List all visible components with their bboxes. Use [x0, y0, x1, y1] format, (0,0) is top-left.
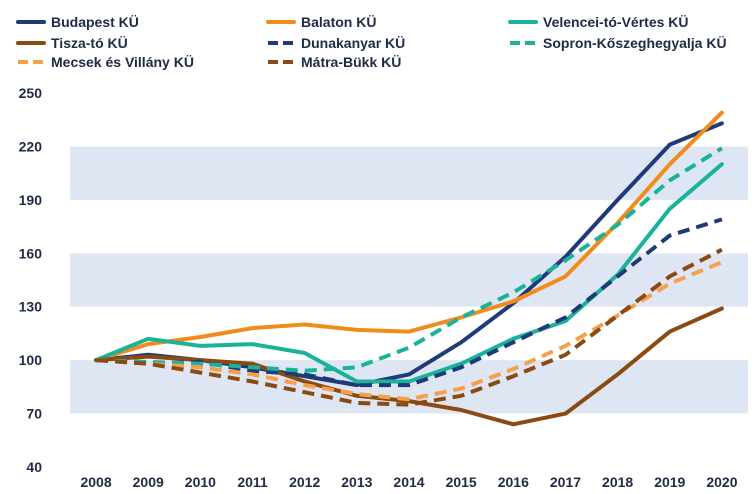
- legend-label: Budapest KÜ: [51, 14, 139, 30]
- x-axis: 2008 2009 2010 2011 2012 2013 2014 2015 2016 2017…: [80, 474, 737, 490]
- x-tick-label: 2016: [498, 474, 529, 490]
- x-tick-label: 2008: [80, 474, 111, 490]
- x-tick-label: 2017: [550, 474, 581, 490]
- legend-item: Sopron-Kőszeghegyalja KÜ: [510, 35, 727, 51]
- grid-band: [70, 146, 748, 200]
- x-tick-label: 2010: [185, 474, 216, 490]
- legend-label: Tisza-tó KÜ: [51, 35, 128, 51]
- legend: Budapest KÜ Balaton KÜ Velencei-tó-Vértes …: [16, 14, 727, 70]
- series-line-7: [95, 247, 723, 407]
- x-tick-label: 2018: [602, 474, 633, 490]
- x-tick-label: 2020: [706, 474, 737, 490]
- x-tick-label: 2013: [341, 474, 372, 490]
- y-tick-label: 100: [19, 352, 43, 368]
- y-tick-label: 130: [19, 299, 43, 315]
- legend-item: Velencei-tó-Vértes KÜ: [508, 14, 689, 30]
- legend-label: Dunakanyar KÜ: [301, 35, 405, 51]
- x-tick-label: 2019: [654, 474, 685, 490]
- legend-item: Dunakanyar KÜ: [268, 35, 405, 51]
- legend-label: Sopron-Kőszeghegyalja KÜ: [543, 35, 727, 51]
- y-tick-label: 220: [19, 138, 43, 154]
- legend-label: Mecsek és Villány KÜ: [51, 54, 194, 70]
- x-tick-label: 2014: [393, 474, 424, 490]
- legend-label: Balaton KÜ: [301, 14, 376, 30]
- legend-item: Budapest KÜ: [16, 14, 139, 30]
- series-line-5: [96, 146, 723, 373]
- legend-item: Mátra-Bükk KÜ: [268, 54, 401, 70]
- legend-item: Tisza-tó KÜ: [16, 35, 128, 51]
- y-tick-label: 40: [26, 459, 42, 475]
- y-axis: 40 70 100 130 160 190 220 250: [19, 85, 43, 475]
- series-lines: [94, 110, 724, 427]
- x-tick-label: 2012: [289, 474, 320, 490]
- series-line-6: [95, 260, 723, 402]
- legend-item: Balaton KÜ: [266, 14, 376, 30]
- x-tick-label: 2015: [446, 474, 477, 490]
- legend-label: Velencei-tó-Vértes KÜ: [543, 14, 689, 30]
- legend-item: Mecsek és Villány KÜ: [18, 54, 194, 70]
- x-tick-label: 2011: [237, 474, 268, 490]
- y-tick-label: 190: [19, 192, 43, 208]
- y-tick-label: 160: [19, 245, 43, 261]
- y-tick-label: 70: [26, 406, 42, 422]
- y-tick-label: 250: [19, 85, 43, 101]
- x-tick-label: 2009: [133, 474, 164, 490]
- legend-label: Mátra-Bükk KÜ: [301, 54, 401, 70]
